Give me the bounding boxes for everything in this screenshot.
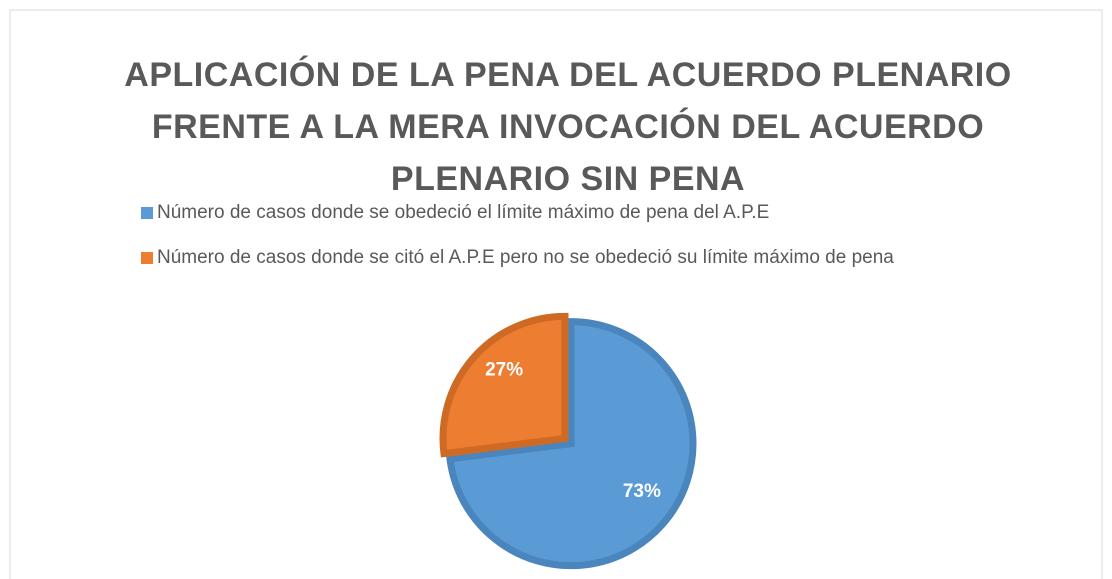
chart-title: FRENTE A LA MERA INVOCACIÓN DEL ACUERDO: [152, 108, 984, 146]
pie-slice: [439, 312, 569, 458]
chart-title: APLICACIÓN DE LA PENA DEL ACUERDO PLENAR…: [124, 56, 1011, 94]
data-label: 73%: [623, 481, 661, 502]
legend-swatch: [141, 252, 153, 264]
legend-label: Número de casos donde se citó el A.P.E p…: [157, 247, 894, 268]
legend-swatch: [141, 207, 153, 219]
chart-title: PLENARIO SIN PENA: [391, 160, 745, 198]
legend-label: Número de casos donde se obedeció el lím…: [157, 202, 769, 223]
data-label: 27%: [485, 359, 523, 380]
pie-slice: [446, 318, 697, 570]
